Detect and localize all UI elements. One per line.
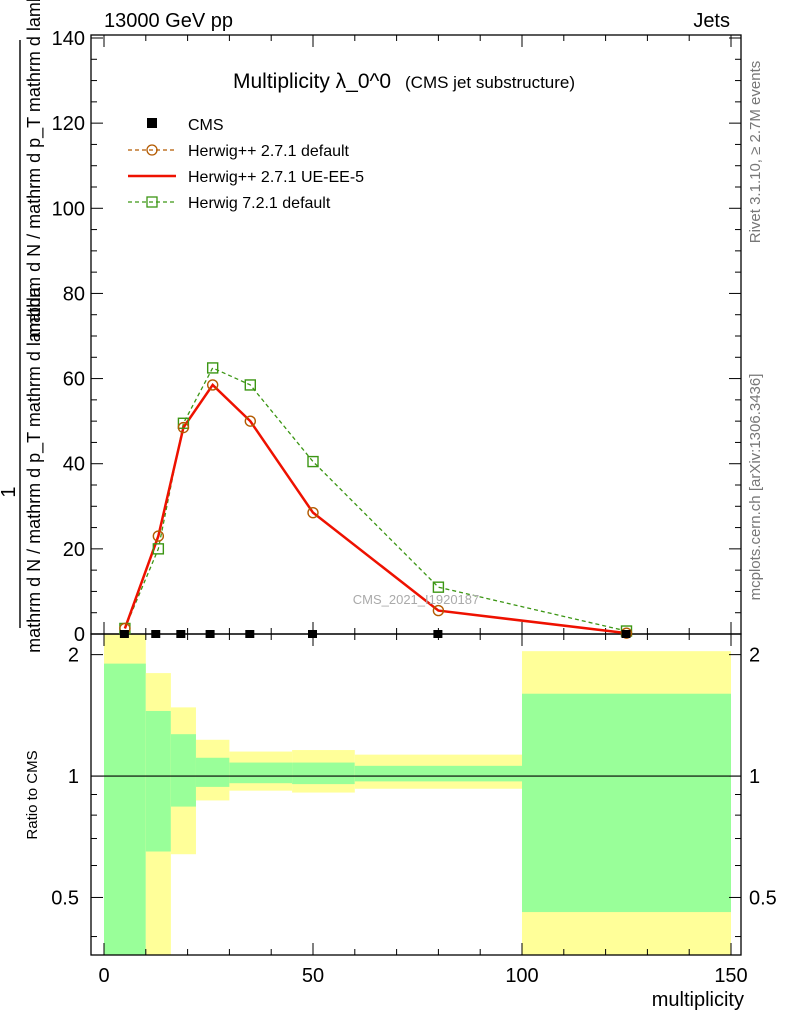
- series-line-herwig7: [124, 367, 627, 632]
- ratio-band-inner-3: [195, 757, 230, 787]
- series-line-herwig-ueee5: [123, 383, 627, 635]
- ratio-ytick-label-right: 1: [749, 766, 760, 788]
- point-herwig7: [307, 455, 319, 468]
- point-herwig-default: [307, 506, 319, 519]
- point-cms: [245, 630, 255, 638]
- chart-title: Multiplicity λ_0^0 (CMS jet substructure…: [233, 70, 575, 93]
- ratio-band-inner-4: [229, 762, 293, 784]
- ylabel-numerator: mathrm d N / mathrm d p_T mathrm d lambd…: [24, 0, 45, 338]
- ratio-band-inner-0: [104, 663, 146, 955]
- ratio-ytick-label-left: 0.5: [51, 887, 79, 909]
- ratio-xtick-label: 100: [505, 965, 538, 987]
- point-cms: [621, 630, 631, 638]
- xlabel: multiplicity: [652, 989, 744, 1011]
- point-herwig-default: [152, 530, 165, 542]
- ratio-band-inner-5: [292, 762, 355, 785]
- point-herwig7: [244, 379, 257, 391]
- point-herwig7: [152, 543, 165, 555]
- legend-label-cms: CMS: [188, 117, 224, 134]
- ratio-band-inner-7: [522, 693, 731, 913]
- point-herwig-default: [206, 379, 219, 391]
- ratio-ytick-label-right: 0.5: [749, 887, 777, 909]
- ratio-xtick-label: 150: [714, 965, 747, 987]
- ratio-plot-frame: 0 50 100 150 0.5 0.5 1 1 2 2: [51, 633, 777, 987]
- ratio-ytick-label-left: 1: [68, 766, 79, 788]
- legend-marker-herwig-default: [146, 144, 158, 156]
- point-cms: [308, 630, 317, 638]
- main-ytick-label: 60: [63, 369, 85, 391]
- point-herwig7: [432, 581, 445, 593]
- ratio-band-inner-1: [145, 710, 171, 852]
- legend-label-herwig-ueee5: Herwig++ 2.7.1 UE-EE-5: [188, 169, 364, 186]
- point-herwig-default: [177, 421, 190, 434]
- title-subtitle: (CMS jet substructure): [405, 73, 575, 92]
- main-ytick-label: 120: [52, 113, 85, 135]
- ratio-ytick-label-right: 2: [749, 645, 760, 667]
- point-cms: [119, 630, 129, 638]
- legend-marker-cms: [147, 118, 157, 128]
- header-left: 13000 GeV pp: [104, 10, 233, 32]
- main-ytick-label: 140: [52, 28, 85, 50]
- main-ylabel: 1 mathrm d N / mathrm d p_T mathrm d lam…: [0, 0, 45, 653]
- point-cms: [176, 630, 186, 638]
- ratio-ytick-label-left: 2: [68, 645, 79, 667]
- point-herwig-default: [244, 415, 257, 427]
- legend-label-herwig-default: Herwig++ 2.7.1 default: [188, 143, 350, 160]
- series-layer: [119, 362, 633, 639]
- main-ytick-label: 80: [63, 283, 85, 305]
- legend-marker-herwig7: [146, 196, 158, 208]
- ratio-ylabel: Ratio to CMS: [24, 750, 41, 839]
- main-ytick-label: 20: [63, 539, 85, 561]
- point-herwig-default: [432, 604, 445, 617]
- title-text: Multiplicity λ_0^0: [233, 70, 391, 93]
- header-right: Jets: [693, 10, 730, 32]
- ylabel-denominator: mathrm d N / mathrm d p_T mathrm d lambd…: [24, 286, 45, 653]
- main-ytick-label: 40: [63, 454, 85, 476]
- main-ytick-label: 100: [52, 198, 85, 220]
- ratio-xtick-label: 50: [302, 965, 324, 987]
- watermark: CMS_2021_I1920187: [353, 592, 480, 607]
- point-cms: [151, 630, 161, 638]
- ratio-band-inner-6: [354, 765, 522, 782]
- ratio-xtick-label: 0: [98, 965, 109, 987]
- ratio-bands: [91, 634, 741, 955]
- rivet-label: Rivet 3.1.10, ≥ 2.7M events: [747, 61, 764, 244]
- point-cms: [433, 630, 443, 638]
- legend-label-herwig7: Herwig 7.2.1 default: [188, 195, 331, 212]
- ratio-band-inner-2: [170, 734, 196, 807]
- legend: CMS Herwig++ 2.7.1 default Herwig++ 2.7.…: [128, 117, 364, 212]
- mcplots-label: mcplots.cern.ch [arXiv:1306.3436]: [747, 374, 764, 601]
- main-ytick-label: 0: [74, 624, 85, 646]
- point-cms: [205, 630, 215, 638]
- point-herwig7: [177, 417, 190, 429]
- ylabel-one: 1: [0, 486, 20, 497]
- point-herwig7: [206, 362, 219, 374]
